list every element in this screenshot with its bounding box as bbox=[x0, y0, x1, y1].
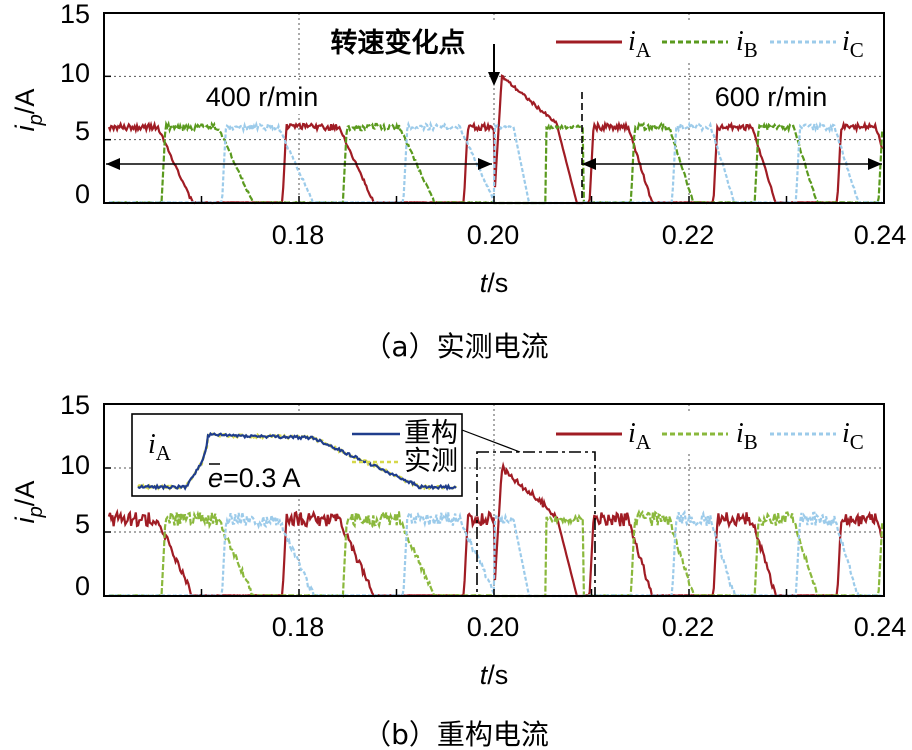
panel-b-xtick-018: 0.18 bbox=[272, 612, 325, 642]
inset-label-ia: iA bbox=[148, 429, 172, 465]
panel-b-legend: iA iB iC bbox=[552, 414, 880, 454]
inset-legend-measured: 实测 bbox=[404, 446, 458, 477]
legend-b-label-ic: iC bbox=[842, 418, 864, 454]
panel-a-caption: （a）实测电流 bbox=[363, 330, 548, 363]
legend-a-label-ib: iB bbox=[736, 26, 758, 62]
panel-b: 15 10 5 0 0.18 0.20 0.22 0.24 t/s ip/A i… bbox=[10, 390, 906, 750]
panel-b-xlabel: t/s bbox=[480, 660, 509, 690]
panel-b-xtick-020: 0.20 bbox=[467, 612, 520, 642]
panel-a: 15 10 5 0 0.18 0.20 0.22 0.24 t/s ip/A i… bbox=[10, 0, 906, 363]
panel-b-xtick-022: 0.22 bbox=[662, 612, 715, 642]
panel-b-ytick-10: 10 bbox=[60, 450, 90, 480]
panel-a-xtick-020: 0.20 bbox=[467, 220, 520, 250]
panel-a-tick-marks bbox=[104, 75, 788, 203]
panel-b-ylabel: ip/A bbox=[10, 481, 47, 524]
change-point-arrowhead bbox=[488, 72, 500, 86]
panel-b-tick-marks bbox=[104, 467, 788, 596]
series-iC-line bbox=[108, 509, 883, 598]
speed-right-bg bbox=[696, 80, 846, 114]
legend-a-label-ia: iA bbox=[628, 26, 652, 62]
inset-legend-reconstructed: 重构 bbox=[404, 418, 458, 449]
panel-b-ytick-5: 5 bbox=[75, 509, 90, 539]
panel-a-ylabel: ip/A bbox=[10, 89, 47, 132]
panel-a-xlabel: t/s bbox=[480, 268, 509, 298]
panel-b-xtick-024: 0.24 bbox=[854, 612, 907, 642]
legend-b-label-ia: iA bbox=[628, 418, 652, 454]
speed-left-span-arrow bbox=[106, 158, 492, 170]
legend-b-label-ib: iB bbox=[736, 418, 758, 454]
zoom-window-box bbox=[476, 451, 596, 597]
panel-b-ytick-15: 15 bbox=[60, 390, 90, 420]
panel-a-ytick-0: 0 bbox=[75, 179, 90, 209]
speed-left-bg bbox=[188, 80, 336, 114]
zoom-connector-line bbox=[461, 429, 521, 453]
inset-error-text: e=0.3 A bbox=[208, 463, 300, 493]
legend-a-label-ic: iC bbox=[842, 26, 864, 62]
panel-a-xtick-018: 0.18 bbox=[272, 220, 325, 250]
panel-a-annotation-bg bbox=[300, 22, 496, 62]
panel-a-ytick-10: 10 bbox=[60, 58, 90, 88]
inset-reconstructed-line bbox=[137, 431, 457, 491]
panel-b-ytick-0: 0 bbox=[75, 571, 90, 601]
panel-a-xtick-022: 0.22 bbox=[662, 220, 715, 250]
annotation-change-point: 转速变化点 bbox=[331, 27, 466, 59]
speed-right-span-arrow bbox=[582, 158, 882, 170]
inset-zoom: iA 重构 实测 e=0.3 A bbox=[131, 413, 463, 497]
inset-curves bbox=[136, 431, 458, 491]
annotation-speed-600: 600 r/min bbox=[715, 82, 828, 112]
panel-a-ytick-5: 5 bbox=[75, 116, 90, 146]
annotation-speed-400: 400 r/min bbox=[206, 82, 319, 112]
panel-b-caption: （b）重构电流 bbox=[363, 718, 549, 750]
panel-a-xtick-024: 0.24 bbox=[854, 220, 907, 250]
panel-a-legend: iA iB iC bbox=[552, 22, 880, 62]
panel-a-ytick-15: 15 bbox=[60, 0, 90, 29]
